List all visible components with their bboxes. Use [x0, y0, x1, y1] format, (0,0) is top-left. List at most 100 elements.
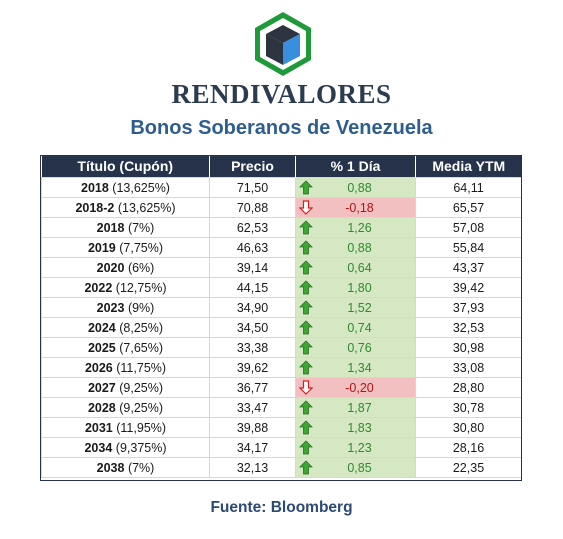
- bond-change: 1,34: [347, 360, 372, 375]
- table-row: 2028 (9,25%) 33,47 1,87 30,78: [41, 397, 522, 418]
- bond-coupon: (8,25%): [119, 320, 164, 335]
- bond-title-cell: 2018 (7%): [41, 217, 210, 238]
- bond-change: 0,88: [347, 180, 372, 195]
- bond-title-cell: 2026 (11,75%): [41, 357, 210, 378]
- bond-ytm: 30,78: [415, 397, 522, 418]
- bond-change: 0,76: [347, 340, 372, 355]
- bond-year: 2025: [87, 340, 116, 355]
- arrow-up-icon: [299, 260, 313, 275]
- bond-price: 36,77: [209, 377, 296, 398]
- bond-coupon: (7,75%): [119, 240, 164, 255]
- bond-year: 2022: [84, 280, 113, 295]
- bond-coupon: (11,75%): [116, 360, 167, 375]
- bond-title-cell: 2028 (9,25%): [41, 397, 210, 418]
- bond-price: 44,15: [209, 277, 296, 298]
- table-row: 2019 (7,75%) 46,63 0,88 55,84: [41, 237, 522, 258]
- bond-price: 71,50: [209, 177, 296, 198]
- bond-title-cell: 2022 (12,75%): [41, 277, 210, 298]
- arrow-up-icon: [299, 240, 313, 255]
- source-caption: Fuente: Bloomberg: [210, 499, 353, 516]
- table-row: 2026 (11,75%) 39,62 1,34 33,08: [41, 357, 522, 378]
- bond-price: 34,90: [209, 297, 296, 318]
- arrow-up-icon: [299, 300, 313, 315]
- bond-title-cell: 2019 (7,75%): [41, 237, 210, 258]
- bond-year: 2031: [84, 420, 113, 435]
- arrow-up-icon: [299, 360, 313, 375]
- cube-hexagon-logo-icon: [255, 12, 311, 76]
- header-change: % 1 Día: [295, 155, 416, 178]
- bond-change-cell: 0,76: [295, 337, 416, 358]
- bond-price: 39,62: [209, 357, 296, 378]
- bond-ytm: 28,80: [415, 377, 522, 398]
- bond-ytm: 57,08: [415, 217, 522, 238]
- bond-change-cell: 0,88: [295, 177, 416, 198]
- bond-year: 2018-2: [75, 200, 115, 215]
- bond-coupon: (11,95%): [116, 420, 167, 435]
- table-row: 2038 (7%) 32,13 0,85 22,35: [41, 457, 522, 478]
- bond-change: -0,20: [345, 380, 374, 395]
- arrow-up-icon: [299, 180, 313, 195]
- bond-year: 2019: [87, 240, 116, 255]
- bond-price: 39,88: [209, 417, 296, 438]
- brand-name: RENDIVALORES: [171, 79, 392, 109]
- bond-change: -0,18: [345, 200, 374, 215]
- table-row: 2018-2 (13,625%) 70,88 -0,18 65,57: [41, 197, 522, 218]
- bond-price: 34,17: [209, 437, 296, 458]
- bond-year: 2038: [96, 460, 125, 475]
- bond-ytm: 30,80: [415, 417, 522, 438]
- bond-price: 33,47: [209, 397, 296, 418]
- header-price: Precio: [209, 155, 296, 178]
- bond-year: 2018: [96, 220, 125, 235]
- bond-change-cell: 1,34: [295, 357, 416, 378]
- bond-change-cell: 1,52: [295, 297, 416, 318]
- bond-ytm: 39,42: [415, 277, 522, 298]
- bond-price: 62,53: [209, 217, 296, 238]
- bond-price: 39,14: [209, 257, 296, 278]
- arrow-up-icon: [299, 320, 313, 335]
- bond-year: 2023: [96, 300, 125, 315]
- bond-coupon: (9%): [127, 300, 155, 315]
- bond-change-cell: 0,74: [295, 317, 416, 338]
- bond-change-cell: -0,20: [295, 377, 416, 398]
- bond-title-cell: 2031 (11,95%): [41, 417, 210, 438]
- table-header-row: Título (Cupón) Precio % 1 Día Media YTM: [41, 155, 522, 178]
- bond-ytm: 22,35: [415, 457, 522, 478]
- bond-ytm: 30,98: [415, 337, 522, 358]
- arrow-up-icon: [299, 340, 313, 355]
- bond-coupon: (7%): [127, 220, 155, 235]
- bond-title-cell: 2027 (9,25%): [41, 377, 210, 398]
- bond-title-cell: 2018 (13,625%): [41, 177, 210, 198]
- bond-change: 1,87: [347, 400, 372, 415]
- bond-coupon: (6%): [127, 260, 155, 275]
- table-row: 2018 (7%) 62,53 1,26 57,08: [41, 217, 522, 238]
- bond-change-cell: 1,26: [295, 217, 416, 238]
- bond-title-cell: 2034 (9,375%): [41, 437, 210, 458]
- bond-ytm: 55,84: [415, 237, 522, 258]
- bond-change: 0,88: [347, 240, 372, 255]
- bond-coupon: (9,25%): [119, 380, 164, 395]
- bond-title-cell: 2020 (6%): [41, 257, 210, 278]
- bond-price: 34,50: [209, 317, 296, 338]
- bond-price: 46,63: [209, 237, 296, 258]
- bond-coupon: (9,25%): [119, 400, 164, 415]
- bond-coupon: (7%): [127, 460, 155, 475]
- bond-change-cell: 1,87: [295, 397, 416, 418]
- bond-change-cell: 0,88: [295, 237, 416, 258]
- bond-change: 1,83: [347, 420, 372, 435]
- table-row: 2023 (9%) 34,90 1,52 37,93: [41, 297, 522, 318]
- bond-title-cell: 2024 (8,25%): [41, 317, 210, 338]
- table-row: 2024 (8,25%) 34,50 0,74 32,53: [41, 317, 522, 338]
- bond-year: 2018: [81, 180, 109, 195]
- bond-price: 33,38: [209, 337, 296, 358]
- arrow-up-icon: [299, 440, 313, 455]
- bond-coupon: (13,625%): [117, 200, 176, 215]
- bond-title-cell: 2023 (9%): [41, 297, 210, 318]
- bond-change: 1,52: [347, 300, 372, 315]
- arrow-down-icon: [299, 200, 313, 215]
- bond-change-cell: 1,23: [295, 437, 416, 458]
- arrow-up-icon: [299, 420, 313, 435]
- arrow-down-icon: [299, 380, 313, 395]
- bond-title-cell: 2038 (7%): [41, 457, 210, 478]
- bond-change-cell: -0,18: [295, 197, 416, 218]
- bond-ytm: 43,37: [415, 257, 522, 278]
